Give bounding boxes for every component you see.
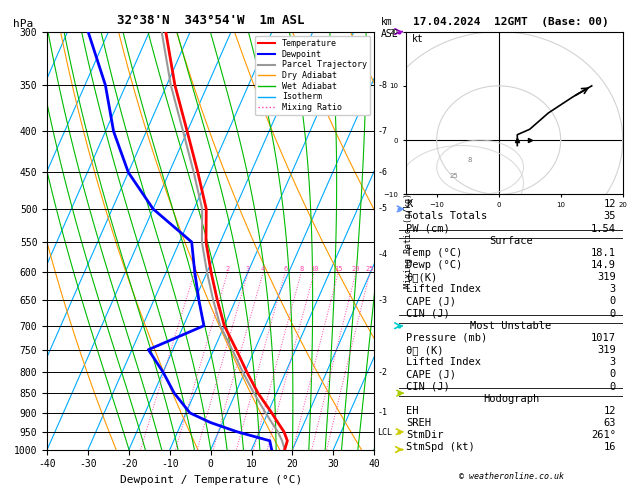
Text: 12: 12: [603, 406, 616, 416]
Text: 0: 0: [610, 309, 616, 319]
Text: Totals Totals: Totals Totals: [406, 211, 487, 222]
Text: -2: -2: [377, 367, 387, 377]
Text: 4: 4: [261, 266, 265, 272]
Text: 15: 15: [334, 266, 343, 272]
Text: CIN (J): CIN (J): [406, 309, 450, 319]
Text: 18.1: 18.1: [591, 248, 616, 258]
Text: 32°38'N  343°54'W  1m ASL: 32°38'N 343°54'W 1m ASL: [117, 14, 304, 27]
Text: © weatheronline.co.uk: © weatheronline.co.uk: [459, 472, 564, 481]
Text: 319: 319: [598, 272, 616, 282]
Text: 25: 25: [449, 173, 458, 179]
Text: K: K: [406, 199, 413, 209]
Text: -7: -7: [377, 127, 387, 136]
Text: kt: kt: [412, 35, 424, 44]
Text: -1: -1: [377, 408, 387, 417]
Text: km: km: [381, 17, 392, 27]
Text: StmSpd (kt): StmSpd (kt): [406, 442, 475, 452]
Text: 0: 0: [610, 382, 616, 392]
Text: 0: 0: [610, 369, 616, 380]
Text: -3: -3: [377, 295, 387, 305]
Text: 2: 2: [226, 266, 230, 272]
Text: EH: EH: [406, 406, 419, 416]
Text: -6: -6: [377, 168, 387, 177]
Text: ASL: ASL: [381, 29, 398, 39]
Text: 6: 6: [283, 266, 287, 272]
Text: Lifted Index: Lifted Index: [406, 357, 481, 367]
Text: SREH: SREH: [406, 418, 431, 428]
Text: 63: 63: [603, 418, 616, 428]
Text: -5: -5: [377, 205, 387, 213]
Text: 16: 16: [603, 442, 616, 452]
Text: 14.9: 14.9: [591, 260, 616, 270]
Text: Pressure (mb): Pressure (mb): [406, 333, 487, 343]
Text: 0: 0: [610, 296, 616, 307]
Text: 1017: 1017: [591, 333, 616, 343]
Text: 20: 20: [352, 266, 360, 272]
X-axis label: Dewpoint / Temperature (°C): Dewpoint / Temperature (°C): [120, 475, 302, 485]
Text: StmDir: StmDir: [406, 430, 443, 440]
Text: -4: -4: [377, 250, 387, 259]
Text: 8: 8: [468, 157, 472, 163]
Text: Hodograph: Hodograph: [483, 394, 539, 404]
Text: CAPE (J): CAPE (J): [406, 296, 456, 307]
Text: PW (cm): PW (cm): [406, 224, 450, 234]
Text: 1.54: 1.54: [591, 224, 616, 234]
Text: θᴇ(K): θᴇ(K): [406, 272, 437, 282]
Text: 3: 3: [610, 284, 616, 295]
Text: 25: 25: [366, 266, 374, 272]
Text: 12: 12: [603, 199, 616, 209]
Text: CAPE (J): CAPE (J): [406, 369, 456, 380]
Text: 10: 10: [310, 266, 318, 272]
Text: Most Unstable: Most Unstable: [470, 321, 552, 331]
Text: 3: 3: [610, 357, 616, 367]
Text: 261°: 261°: [591, 430, 616, 440]
Text: 35: 35: [603, 211, 616, 222]
Text: LCL: LCL: [377, 428, 392, 437]
Text: -8: -8: [377, 81, 387, 89]
Text: Temp (°C): Temp (°C): [406, 248, 462, 258]
Text: 319: 319: [598, 345, 616, 355]
Text: CIN (J): CIN (J): [406, 382, 450, 392]
Text: hPa: hPa: [13, 19, 33, 29]
Text: 3: 3: [246, 266, 250, 272]
Text: 8: 8: [299, 266, 303, 272]
Text: Dewp (°C): Dewp (°C): [406, 260, 462, 270]
Text: Surface: Surface: [489, 236, 533, 246]
Text: 17.04.2024  12GMT  (Base: 00): 17.04.2024 12GMT (Base: 00): [413, 17, 609, 27]
Text: θᴇ (K): θᴇ (K): [406, 345, 443, 355]
Legend: Temperature, Dewpoint, Parcel Trajectory, Dry Adiabat, Wet Adiabat, Isotherm, Mi: Temperature, Dewpoint, Parcel Trajectory…: [255, 36, 370, 115]
Text: Lifted Index: Lifted Index: [406, 284, 481, 295]
Text: 1: 1: [192, 266, 197, 272]
Text: Mixing Ratio (g/kg): Mixing Ratio (g/kg): [404, 193, 413, 288]
